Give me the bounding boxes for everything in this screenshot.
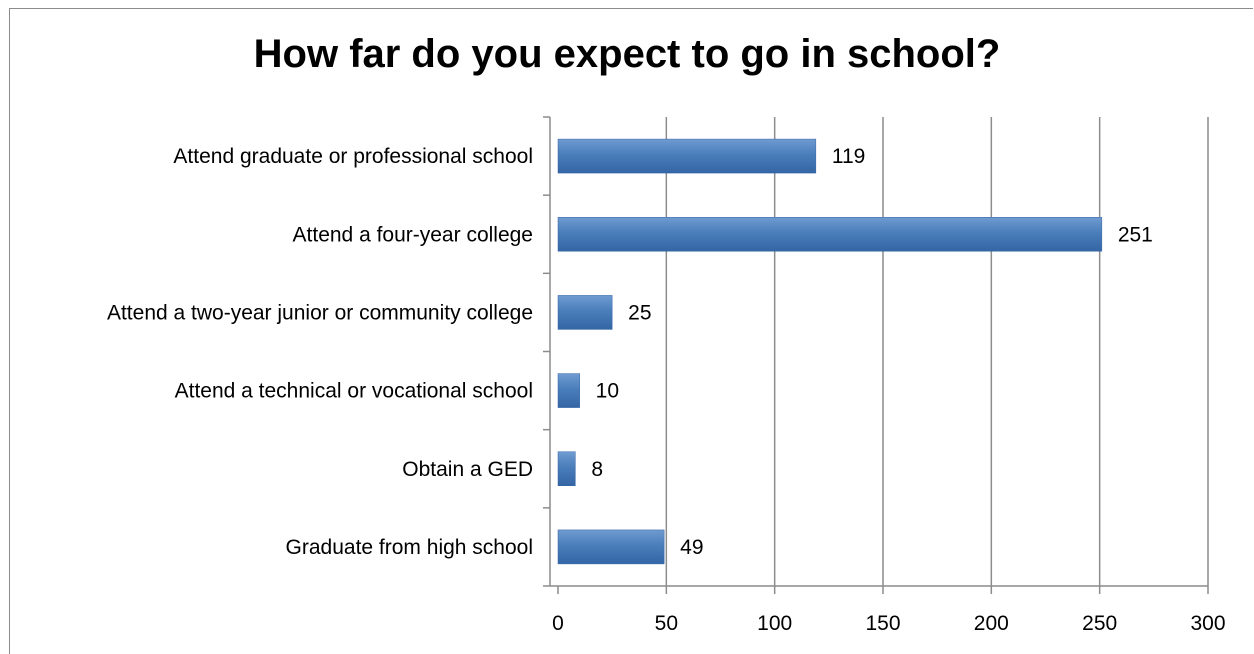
x-tick-label: 300 bbox=[1190, 612, 1225, 635]
gridlines bbox=[543, 116, 1209, 594]
x-tick-label: 0 bbox=[552, 612, 564, 635]
x-tick-label: 50 bbox=[655, 612, 678, 635]
category-label: Attend a two-year junior or community co… bbox=[107, 301, 533, 324]
category-label: Graduate from high school bbox=[286, 536, 533, 559]
x-tick-label: 150 bbox=[865, 612, 900, 635]
x-tick-label: 250 bbox=[1082, 612, 1117, 635]
data-label: 25 bbox=[628, 301, 651, 324]
labels: 0 50 100 150 200 250 300 Attend graduate or pro… bbox=[107, 145, 1226, 635]
data-label: 119 bbox=[832, 145, 865, 168]
category-label: Attend a four-year college bbox=[293, 223, 533, 246]
x-tick-label: 200 bbox=[974, 612, 1009, 635]
bar bbox=[557, 373, 580, 408]
bar bbox=[557, 217, 1103, 252]
bar bbox=[557, 529, 665, 565]
category-label: Attend a technical or vocational school bbox=[175, 380, 533, 403]
bar bbox=[557, 451, 576, 486]
chart-title: How far do you expect to go in school? bbox=[253, 32, 1001, 76]
bars bbox=[557, 138, 1103, 565]
data-label: 10 bbox=[596, 380, 619, 403]
category-label: Obtain a GED bbox=[402, 458, 533, 481]
x-tick-label: 100 bbox=[757, 612, 792, 635]
data-label: 8 bbox=[591, 458, 603, 481]
data-label: 251 bbox=[1118, 223, 1153, 246]
data-label: 49 bbox=[680, 536, 703, 559]
bar bbox=[557, 138, 817, 174]
category-label: Attend graduate or professional school bbox=[173, 145, 533, 168]
bar bbox=[557, 295, 613, 330]
